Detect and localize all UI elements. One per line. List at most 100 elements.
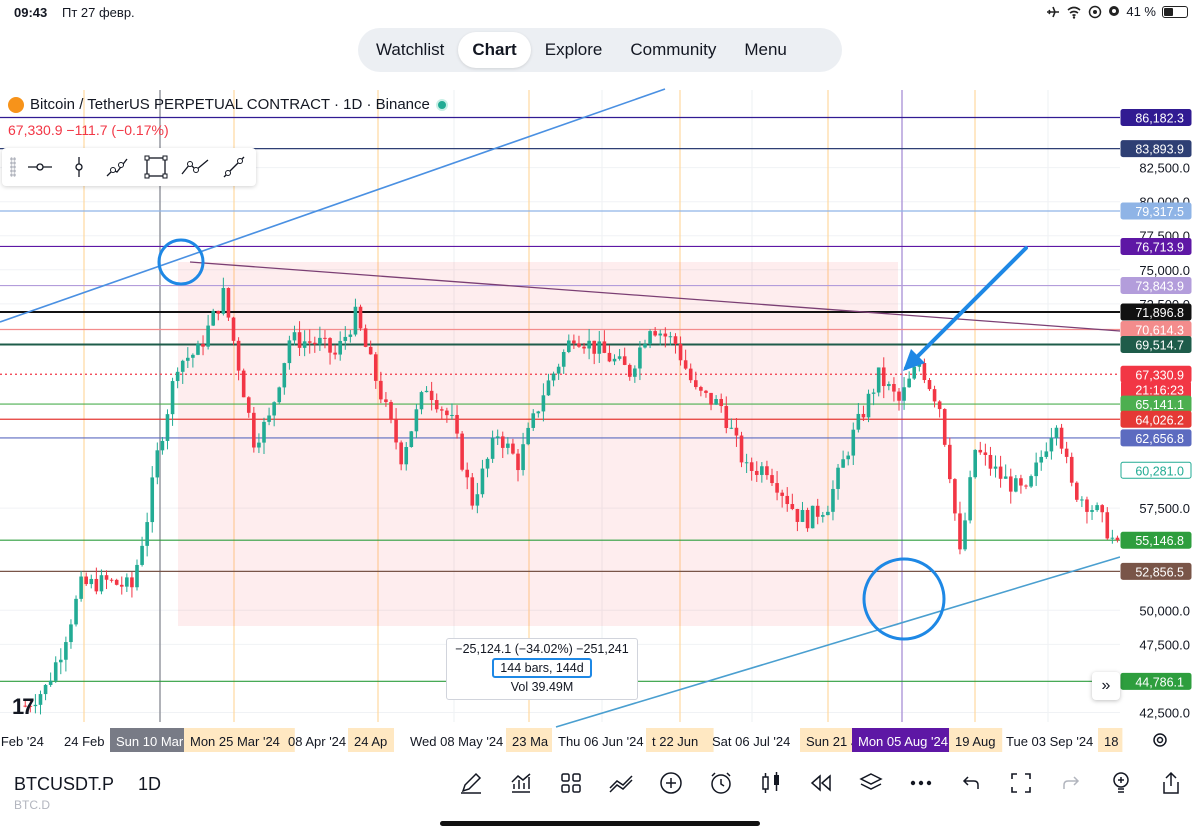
price-chart[interactable]: 82,500.080,000.077,500.075,000.072,500.0… [0,88,1200,754]
pencil-icon[interactable] [452,766,490,800]
candle-up [262,421,266,443]
measure-change: −25,124.1 (−34.02%) −251,241 [455,642,629,656]
tab-community[interactable]: Community [630,40,717,59]
candle-down [948,444,952,480]
symbol-legend[interactable]: Bitcoin / TetherUS PERPETUAL CONTRACT · … [8,96,448,113]
candle-up [521,444,525,471]
draw-line-icon[interactable] [26,152,55,182]
redo-icon[interactable] [1052,766,1090,800]
compare-icon[interactable] [602,766,640,800]
candle-down [500,436,505,448]
bitcoin-logo-icon [8,96,24,113]
candle-up [419,392,424,410]
candle-up [150,477,155,523]
layers-icon[interactable] [852,766,890,800]
candle-up [506,443,510,448]
candle-up [1080,499,1084,501]
candle-down [307,341,312,343]
trend-line-icon[interactable] [64,152,93,182]
drag-handle-icon[interactable] [10,157,16,177]
price-axis[interactable]: 82,500.080,000.077,500.075,000.072,500.0… [1120,88,1200,750]
tab-explore[interactable]: Explore [544,40,603,59]
location-icon [1109,5,1120,16]
time-tick-label: 0 Feb '24 [0,734,44,749]
candle-down [130,577,134,588]
fullscreen-icon[interactable] [1002,766,1040,800]
candle-down [1019,478,1023,486]
time-label-highlight [110,728,192,752]
zigzag-icon[interactable] [181,152,210,182]
price-label: 64,026.2 [1135,413,1184,427]
candles-icon[interactable] [752,766,790,800]
status-time: 09:43 [14,5,48,20]
more-icon[interactable] [902,766,940,800]
time-tick-label: 24 Feb [64,734,104,749]
candle-down [363,328,368,347]
interval-button[interactable]: 1D [138,774,162,794]
candle-up [180,360,185,372]
candle-up [89,578,94,585]
add-icon[interactable] [652,766,690,800]
tab-watchlist[interactable]: Watchlist [376,40,445,59]
measure-bars: 144 bars, 144d [492,658,592,678]
indicators-icon[interactable] [502,766,540,800]
price-tick-label: 57,500.0 [1139,501,1190,516]
time-tick-label: 19 Aug [955,734,996,749]
candle-down [922,363,927,381]
time-axis[interactable]: 0 Feb '24 24 Feb Sun 10 Mar Mon 25 Mar '24 0… [0,728,1123,754]
candle-up [165,414,170,441]
candle-up [302,341,307,348]
time-tick-label: Mon 25 Mar '24 [190,734,280,749]
candle-down [216,310,221,314]
candle-up [140,545,144,565]
candle-up [155,450,160,478]
candle-down [724,406,729,429]
candle-down [323,337,327,339]
candle-down [805,509,810,529]
tab-chart[interactable]: Chart [458,32,531,68]
measure-range-zone [178,262,898,626]
candle-down [694,380,698,388]
share-icon[interactable] [1152,766,1190,800]
rectangle-icon[interactable] [142,152,171,182]
candle-down [765,466,769,476]
candle-up [821,515,825,517]
templates-icon[interactable] [552,766,590,800]
scroll-right-icon[interactable]: » [1092,672,1120,700]
candle-down [389,402,393,420]
price-label: 86,182.3 [1135,111,1184,125]
candle-up [836,467,840,489]
battery-icon [1162,5,1188,18]
settings-icon[interactable] [1150,730,1170,750]
last-price: 67,330.9 [8,122,63,138]
time-label-bg [184,728,295,752]
symbol-button[interactable]: BTCUSDT.P [14,774,115,794]
candle-down [434,400,439,410]
candle-down [368,346,373,355]
candle-down [1059,427,1064,449]
candle-down [978,449,983,453]
undo-icon[interactable] [952,766,990,800]
alert-icon[interactable] [702,766,740,800]
path-icon[interactable] [103,152,132,182]
candle-down [236,340,241,371]
candle-down [84,576,88,585]
candle-up [38,694,43,705]
replay-icon[interactable] [802,766,840,800]
candle-up [907,378,911,388]
time-tick-label: t 22 Jun [652,734,698,749]
candle-down [942,409,947,445]
idea-icon[interactable] [1102,766,1140,800]
tab-menu[interactable]: Menu [744,40,787,59]
candle-down [1105,512,1110,539]
ray-icon[interactable] [219,152,248,182]
candle-down [953,479,957,514]
candle-up [1014,478,1018,492]
candle-down [23,705,28,707]
price-label: 65,141.1 [1135,398,1184,412]
candle-down [927,380,932,390]
price-label-box [1120,140,1192,158]
candle-up [887,384,891,387]
candle-down [754,470,759,475]
candle-down [384,399,388,403]
